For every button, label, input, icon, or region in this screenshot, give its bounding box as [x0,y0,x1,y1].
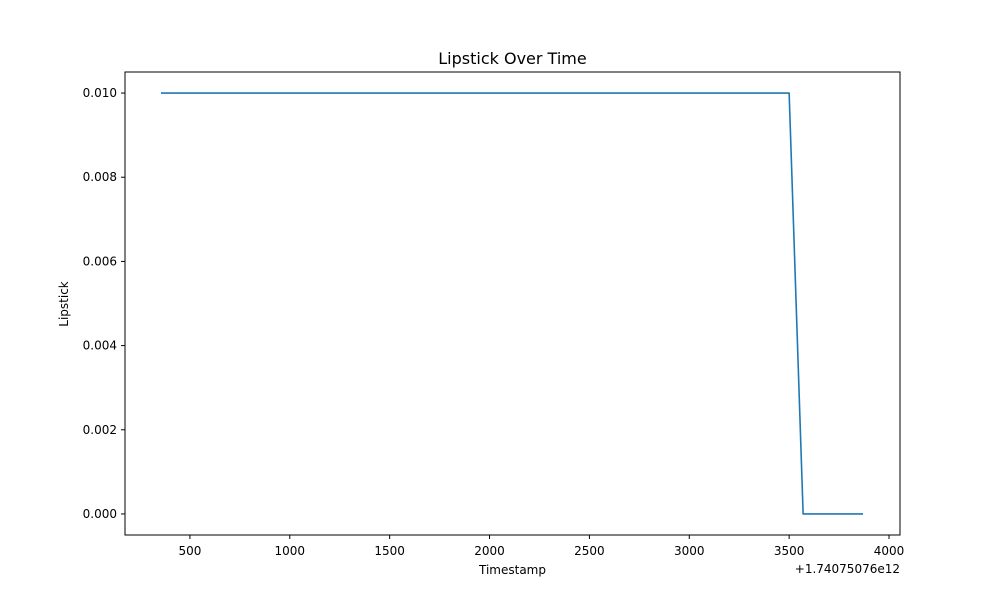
x-tick-label: 3000 [674,544,705,558]
plot-area [124,71,901,536]
x-tick-label: 1000 [275,544,306,558]
y-tick-label: 0.002 [83,423,117,437]
y-tick-label: 0.004 [83,339,117,353]
x-tick-label: 1500 [374,544,405,558]
chart-title: Lipstick Over Time [438,49,586,68]
x-axis-label: Timestamp [478,563,546,577]
x-tick-label: 2000 [474,544,505,558]
y-tick-label: 0.006 [83,254,117,268]
x-axis: 500 1000 1500 2000 2500 3000 3500 4000 [178,535,904,558]
y-tick-label: 0.008 [83,170,117,184]
series-layer [160,92,864,515]
x-tick-label: 500 [178,544,201,558]
y-axis-label: Lipstick [57,281,71,327]
plot-frame [124,71,901,536]
y-tick-label: 0.010 [83,86,117,100]
series-line-0 [160,92,864,515]
x-axis-offset-label: +1.74075076e12 [795,562,900,576]
y-tick-label: 0.000 [83,507,117,521]
x-tick-label: 2500 [574,544,605,558]
y-axis: 0.000 0.002 0.004 0.006 0.008 0.010 [83,86,125,521]
x-tick-label: 3500 [774,544,805,558]
x-tick-label: 4000 [874,544,905,558]
